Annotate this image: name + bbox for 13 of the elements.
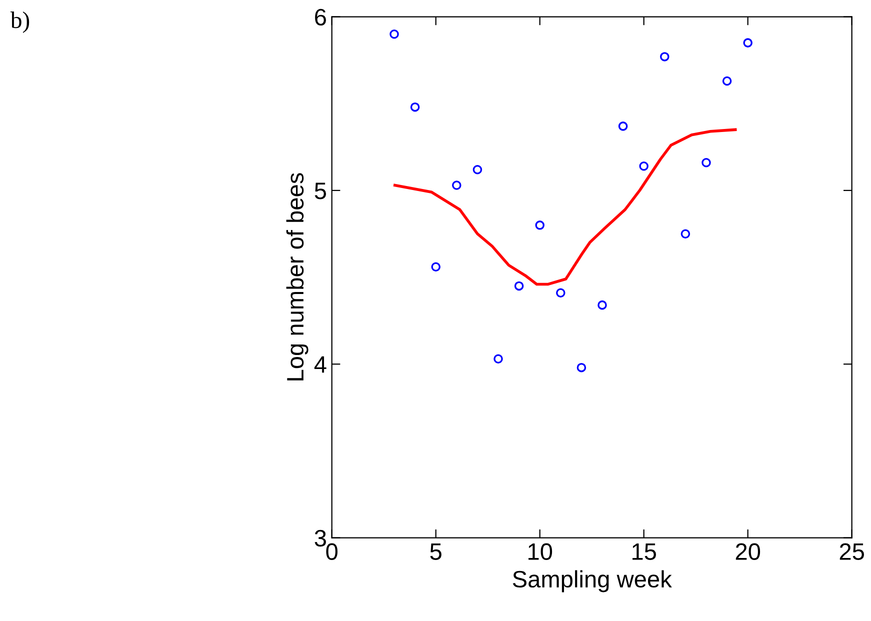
y-axis-title: Log number of bees (286, 173, 308, 380)
text: b) (10, 12, 30, 33)
y-tick-label: 5 (314, 182, 326, 200)
y-tick-label: 4 (314, 356, 326, 373)
x-tick-label: 10 (528, 543, 552, 560)
x-axis-title: Sampling week (512, 570, 672, 592)
x-tick-label: 25 (840, 543, 864, 560)
y-tick-label: 6 (315, 8, 326, 26)
x-tick-label: 15 (632, 544, 656, 560)
x-tick-label: 20 (736, 543, 760, 560)
x-tick-label: 5 (430, 544, 442, 560)
y-tick-label: 3 (314, 530, 326, 547)
x-tick-label: 0 (326, 543, 338, 560)
